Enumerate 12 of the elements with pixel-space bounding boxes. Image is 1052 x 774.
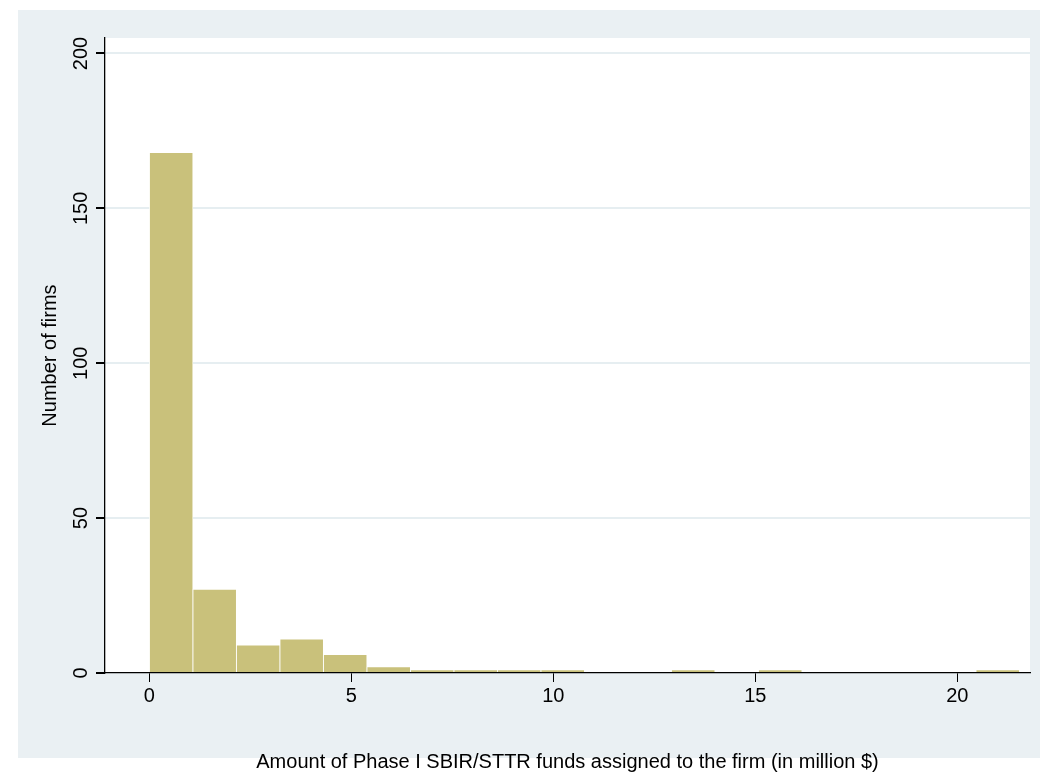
y-axis-title: Number of firms xyxy=(37,284,60,427)
y-tick-label: 0 xyxy=(68,667,91,679)
x-tick-label: 10 xyxy=(542,683,565,706)
y-tick-label: 50 xyxy=(68,507,91,530)
y-tick-label: 200 xyxy=(68,36,91,71)
x-tick-label: 5 xyxy=(345,683,357,706)
x-tick-label: 20 xyxy=(946,683,969,706)
x-tick-label: 15 xyxy=(744,683,767,706)
y-tick-label: 100 xyxy=(68,346,91,380)
x-axis-title: Amount of Phase I SBIR/STTR funds assigned to the firm (in million $) xyxy=(256,749,879,772)
x-tick-label: 0 xyxy=(143,683,155,706)
y-tick-label: 150 xyxy=(68,191,91,226)
